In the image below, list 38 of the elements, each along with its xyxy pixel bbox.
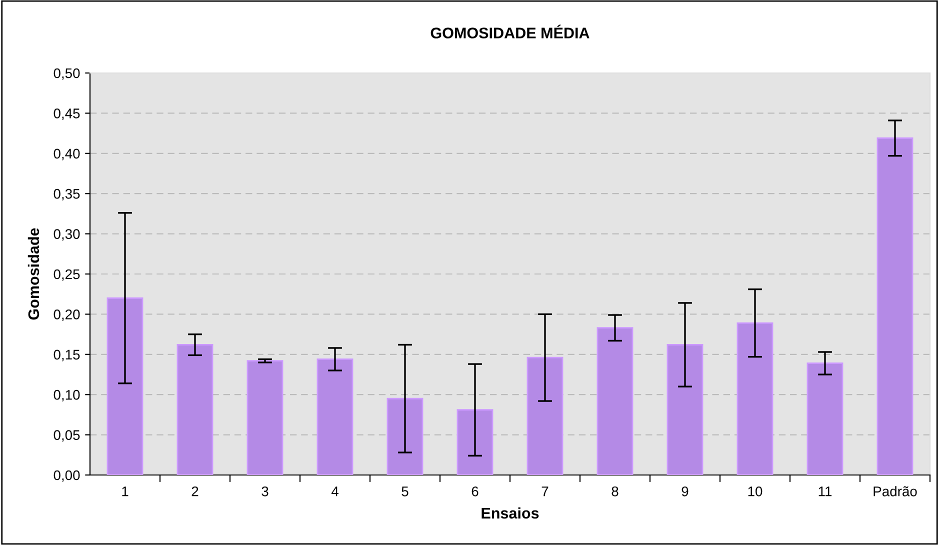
bar xyxy=(246,360,284,475)
y-tick-label: 0,30 xyxy=(54,229,80,241)
x-tick-label: 7 xyxy=(542,486,548,496)
y-tick-label: 0,15 xyxy=(54,350,80,362)
bar xyxy=(876,137,914,475)
x-tick-label: 8 xyxy=(612,486,618,496)
chart-title: GOMOSIDADE MÉDIA xyxy=(430,24,590,38)
y-tick-label: 0,45 xyxy=(54,108,80,120)
y-tick-label: 0,35 xyxy=(54,188,80,200)
y-tick-label: 0,05 xyxy=(54,430,80,442)
bar xyxy=(526,356,564,475)
y-tick-label: 0,25 xyxy=(54,269,80,281)
x-tick-label: 3 xyxy=(262,486,268,496)
y-tick-label: 0,20 xyxy=(54,310,80,322)
y-tick-label: 0,50 xyxy=(54,68,80,80)
y-axis-title: Gomosidade xyxy=(28,228,40,320)
x-tick-label: 9 xyxy=(682,486,688,496)
bar xyxy=(316,358,354,475)
x-tick-label: 2 xyxy=(192,486,198,496)
bar xyxy=(176,344,214,475)
x-axis-title: Ensaios xyxy=(482,507,539,519)
x-tick-label: 6 xyxy=(472,486,478,496)
x-tick-label: Padrão xyxy=(874,486,917,496)
x-tick-label: 4 xyxy=(331,486,338,496)
bar xyxy=(736,322,774,475)
bar xyxy=(456,409,494,475)
bar xyxy=(806,362,844,475)
x-tick-label: 1 xyxy=(122,486,128,496)
y-tick-label: 0,00 xyxy=(54,470,80,482)
bar xyxy=(386,398,424,475)
x-tick-label: 10 xyxy=(748,486,762,496)
y-tick-label: 0,40 xyxy=(54,148,80,160)
x-tick-label: 11 xyxy=(818,486,832,496)
bar xyxy=(666,344,704,475)
x-tick-label: 5 xyxy=(402,486,408,496)
bar xyxy=(106,297,144,475)
y-tick-label: 0,10 xyxy=(54,390,80,402)
bar xyxy=(596,327,634,475)
